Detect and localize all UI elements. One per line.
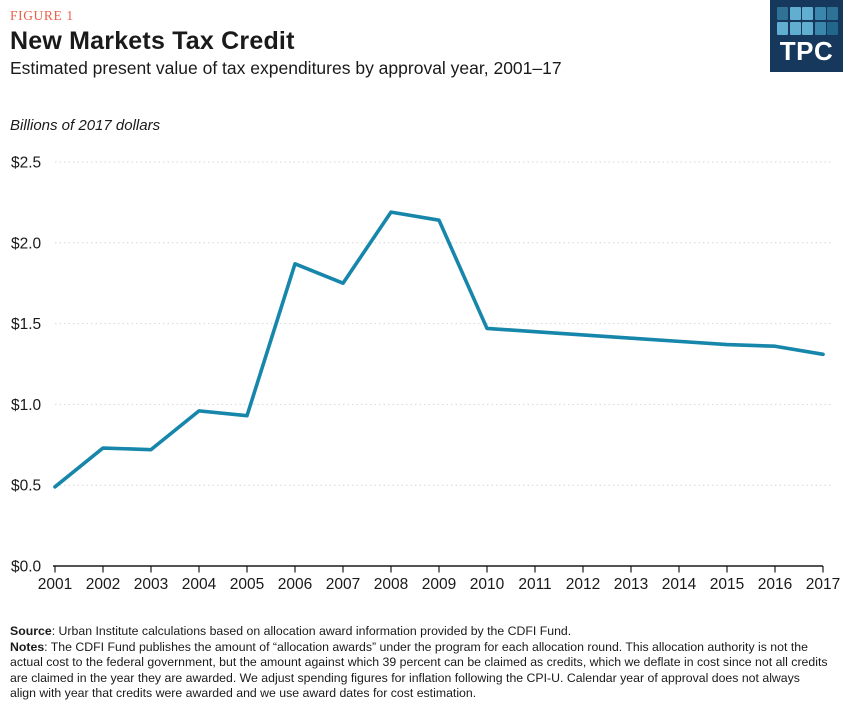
logo-square: [789, 7, 801, 20]
x-tick-label: 2004: [182, 576, 217, 593]
x-tick-label: 2014: [662, 576, 697, 593]
x-tick-label: 2007: [326, 576, 360, 593]
x-tick-label: 2013: [614, 576, 648, 593]
y-tick-label: $0.5: [11, 478, 41, 495]
notes-note: Notes: The CDFI Fund publishes the amoun…: [10, 640, 828, 702]
logo-square: [789, 21, 801, 35]
x-tick-label: 2009: [422, 576, 456, 593]
x-tick-label: 2015: [710, 576, 744, 593]
x-tick-label: 2016: [758, 576, 792, 593]
y-tick-label: $2.0: [11, 235, 42, 252]
tpc-logo-squares: [777, 7, 838, 35]
x-tick-label: 2010: [470, 576, 505, 593]
logo-square: [802, 21, 813, 35]
figure-label: FIGURE 1: [10, 8, 74, 23]
line-chart: $0.0 $0.5 $1.0 $1.5 $2.0 $2.5 2001 2002 2003 2004…: [11, 155, 840, 594]
logo-square: [827, 21, 838, 35]
y-tick-label: $1.0: [11, 397, 42, 414]
x-tick-label: 2002: [86, 576, 120, 593]
chart-subtitle: Estimated present value of tax expenditu…: [10, 58, 562, 78]
x-tick-label: 2012: [566, 576, 600, 593]
source-text: : Urban Institute calculations based on …: [51, 624, 572, 638]
x-tick-label: 2006: [278, 576, 312, 593]
tpc-logo-text: TPC: [779, 36, 834, 66]
footer-notes: Source: Urban Institute calculations bas…: [10, 624, 828, 702]
logo-square: [777, 7, 788, 20]
notes-text: : The CDFI Fund publishes the amount of …: [10, 639, 828, 701]
x-tick-label: 2001: [38, 576, 72, 593]
source-note: Source: Urban Institute calculations bas…: [10, 624, 828, 640]
x-tick-label: 2008: [374, 576, 408, 593]
source-label: Source: [10, 624, 52, 638]
units-label: Billions of 2017 dollars: [10, 117, 161, 134]
logo-square: [827, 7, 838, 20]
x-tick-label: 2005: [230, 576, 264, 593]
y-tick-label: $2.5: [11, 155, 41, 172]
series-line: [53, 210, 825, 489]
notes-label: Notes: [10, 639, 45, 654]
x-tick-label: 2003: [134, 576, 168, 593]
y-tick-label: $1.5: [11, 316, 41, 333]
logo-square: [814, 21, 826, 35]
x-tick-label: 2017: [806, 576, 840, 593]
tpc-logo: TPC: [770, 0, 843, 72]
x-tick-label: 2011: [518, 576, 551, 593]
logo-square: [814, 7, 826, 20]
page-title: New Markets Tax Credit: [10, 27, 295, 55]
logo-square: [802, 7, 813, 20]
logo-square: [777, 21, 788, 35]
y-tick-label: $0.0: [11, 559, 42, 576]
